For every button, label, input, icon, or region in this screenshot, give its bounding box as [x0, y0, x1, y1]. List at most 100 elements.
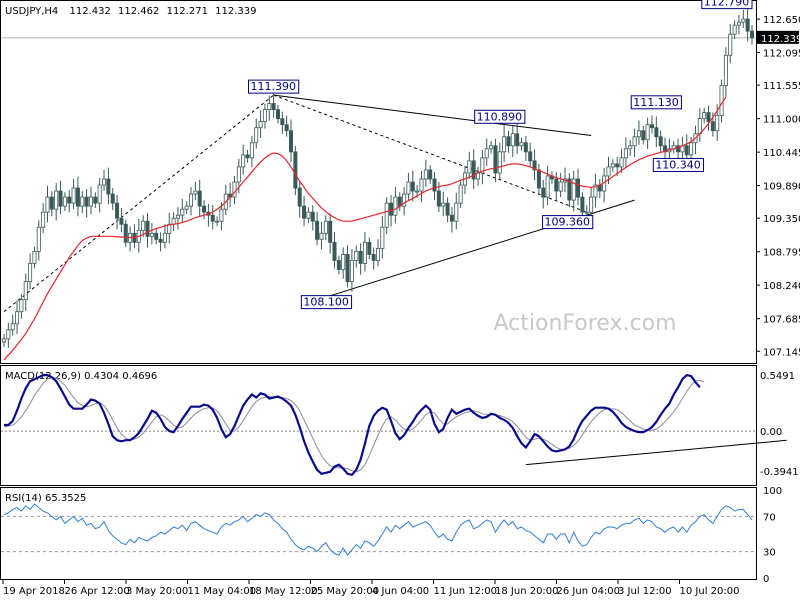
price-candle	[628, 139, 633, 156]
price-tick-label: 112.650	[763, 15, 800, 26]
price-candle	[458, 180, 463, 208]
price-candle	[619, 148, 624, 173]
price-candle	[449, 207, 454, 233]
price-annotation: 108.100	[300, 295, 353, 310]
price-candle	[567, 173, 572, 208]
price-candle	[654, 116, 659, 148]
price-candle	[423, 159, 428, 188]
macd-main-line	[4, 373, 701, 477]
time-tick-label: 10 Jul 20:00	[680, 586, 740, 597]
macd-trendline	[525, 439, 787, 466]
price-candle	[319, 221, 324, 250]
price-candle	[219, 202, 224, 231]
time-tick-label: 11 May 04:00	[188, 586, 257, 597]
price-candle	[676, 138, 681, 162]
price-candle	[10, 314, 15, 336]
current-price-label: 112.339	[761, 34, 800, 45]
price-candle	[649, 115, 654, 134]
ohlc-high: 112.462	[118, 6, 159, 17]
price-candle	[580, 192, 585, 217]
price-candle	[75, 176, 80, 217]
price-candle	[302, 195, 307, 227]
price-candle	[258, 110, 263, 138]
annotation-label: 111.390	[251, 80, 296, 93]
price-candle	[528, 142, 533, 167]
price-candle	[62, 192, 67, 211]
price-tick-label: 107.685	[763, 315, 800, 326]
price-candle	[267, 95, 272, 121]
price-candle	[623, 137, 628, 169]
price-candle	[115, 195, 120, 230]
price-candle	[193, 181, 198, 200]
price-candle	[88, 186, 93, 215]
price-annotation: 109.360	[542, 215, 594, 230]
rsi-line	[3, 503, 753, 556]
price-candle	[315, 212, 320, 246]
price-tick-label: 108.795	[763, 248, 800, 259]
price-candle	[80, 191, 85, 214]
macd-panel-frame	[0, 365, 757, 486]
price-candle	[32, 246, 37, 269]
price-candle	[254, 118, 259, 149]
price-candle	[732, 20, 737, 39]
price-candle	[93, 192, 98, 208]
price-candle	[558, 172, 563, 197]
macd-support-trendline	[525, 439, 787, 466]
price-candle	[6, 322, 11, 349]
rsi-panel-title: RSI(14) 65.3525	[5, 493, 86, 504]
price-candle	[241, 144, 246, 176]
price-candle	[510, 125, 515, 158]
current-price-tag: 112.339	[757, 30, 800, 45]
price-candle	[145, 213, 150, 248]
ohlc-close: 112.339	[215, 6, 256, 17]
rsi-tick-label: 100	[763, 486, 782, 497]
price-candle	[641, 125, 646, 145]
rsi-tick-label: 30	[763, 548, 776, 559]
price-candle	[393, 186, 398, 224]
price-candle	[23, 273, 28, 312]
price-candle	[593, 173, 598, 208]
macd-tick-label: 0.5491	[760, 371, 795, 382]
price-candle	[362, 232, 367, 272]
price-candle	[188, 187, 193, 216]
price-candle	[545, 165, 550, 206]
price-candle	[576, 168, 581, 206]
price-candle	[702, 107, 707, 124]
moving-average-line	[3, 96, 727, 361]
price-candle	[658, 130, 663, 153]
price-candle	[471, 149, 476, 190]
price-candle	[445, 197, 450, 223]
price-candle	[310, 205, 315, 231]
price-candle	[523, 135, 528, 162]
price-candle	[284, 115, 289, 137]
price-candle	[97, 178, 102, 213]
price-candle	[428, 165, 433, 184]
price-candle	[454, 192, 459, 230]
price-candle	[345, 245, 350, 288]
price-candle	[28, 253, 33, 290]
price-candle	[162, 224, 167, 249]
price-tick-label: 111.000	[763, 115, 800, 126]
price-annotation: 110.890	[474, 109, 526, 124]
time-tick-label: 26 Jun 04:00	[557, 586, 621, 597]
price-candle	[497, 142, 502, 179]
price-candle	[723, 47, 728, 97]
price-candle	[158, 232, 163, 252]
price-panel-frame	[0, 0, 757, 364]
price-candle	[358, 243, 363, 275]
price-annotations: 111.390 110.890 111.130 110.340 109.360 108.1…	[248, 0, 753, 310]
dashed-trendline	[273, 94, 587, 213]
annotation-label: 109.360	[545, 216, 591, 229]
price-candle	[154, 228, 159, 245]
price-candle	[384, 197, 389, 235]
price-candle	[515, 123, 520, 154]
price-candle	[506, 130, 511, 153]
time-tick-label: 11 Jun 12:00	[434, 586, 498, 597]
symbol-title: USDJPY,H4	[5, 6, 58, 17]
price-candle	[184, 201, 189, 214]
time-tick-label: 3 Jul 12:00	[618, 586, 672, 597]
annotation-label: 110.340	[655, 158, 701, 171]
price-candle	[106, 167, 111, 205]
price-annotation: 112.790	[701, 0, 753, 10]
annotation-label: 111.130	[633, 96, 679, 109]
